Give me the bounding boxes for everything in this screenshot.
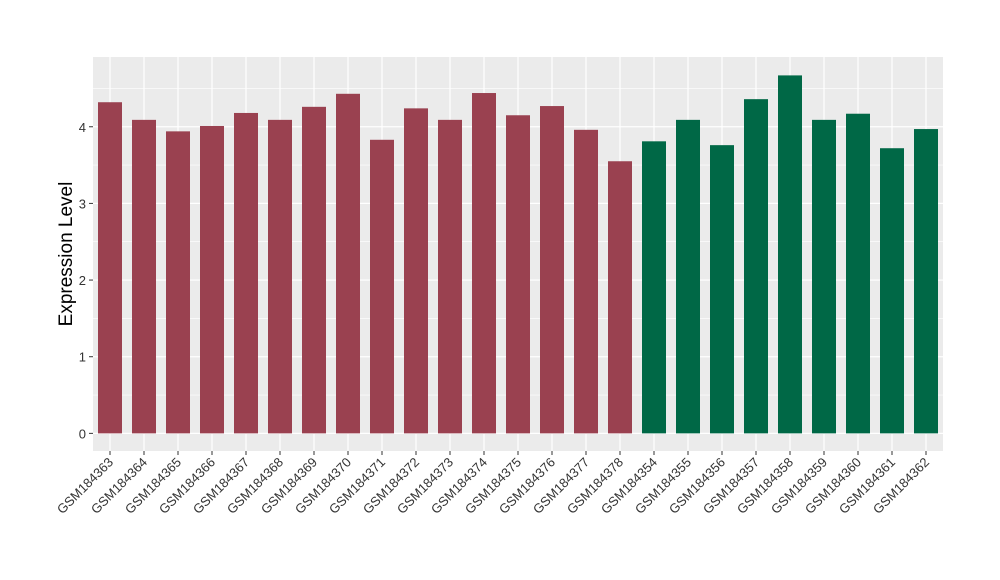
- bar-GSM184370: [336, 93, 360, 434]
- bar-GSM184360: [846, 113, 870, 434]
- bar-GSM184376: [540, 106, 564, 434]
- bar-GSM184362: [914, 129, 938, 434]
- bar-GSM184378: [608, 161, 632, 434]
- bar-GSM184366: [200, 125, 224, 434]
- bar-GSM184361: [880, 148, 904, 434]
- bar-GSM184354: [642, 141, 666, 434]
- y-tick-label: 4: [79, 120, 86, 135]
- bar-GSM184377: [574, 129, 598, 434]
- bar-GSM184365: [166, 131, 190, 434]
- bar-GSM184372: [404, 108, 428, 434]
- bar-GSM184358: [778, 75, 802, 434]
- y-tick-label: 3: [79, 196, 86, 211]
- bar-GSM184373: [438, 119, 462, 434]
- bar-GSM184356: [710, 145, 734, 434]
- bar-GSM184367: [234, 112, 258, 434]
- bar-GSM184357: [744, 99, 768, 434]
- y-axis-label: Expression Level: [56, 182, 77, 327]
- bar-GSM184359: [812, 119, 836, 434]
- bar-GSM184371: [370, 139, 394, 434]
- bar-GSM184369: [302, 106, 326, 434]
- bar-GSM184368: [268, 119, 292, 434]
- bar-GSM184375: [506, 115, 530, 434]
- y-tick-label: 1: [79, 350, 86, 365]
- y-tick-label: 2: [79, 273, 86, 288]
- bar-GSM184363: [98, 102, 122, 434]
- bar-GSM184364: [132, 119, 156, 434]
- y-tick-label: 0: [79, 426, 86, 441]
- bar-GSM184374: [472, 93, 496, 434]
- bar-GSM184355: [676, 119, 700, 434]
